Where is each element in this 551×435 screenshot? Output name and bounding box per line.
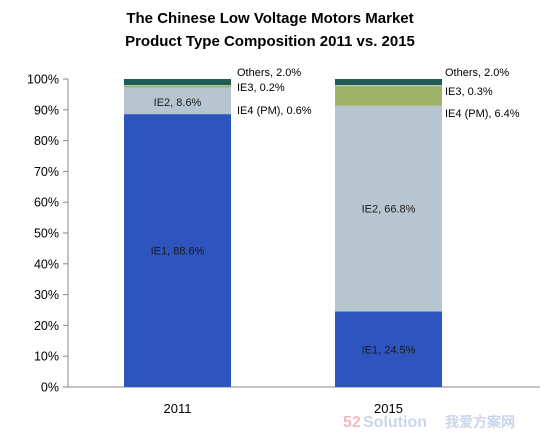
y-tick-label: 100% bbox=[27, 73, 59, 87]
y-tick-label: 20% bbox=[34, 319, 59, 333]
data-label-others-2011: Others, 2.0% bbox=[237, 67, 301, 79]
data-label-ie3-2015: IE3, 0.3% bbox=[445, 86, 493, 98]
bar-segment-others-2015 bbox=[335, 79, 442, 86]
watermark-cjk: 我爱方案网 bbox=[445, 414, 515, 431]
bar-segment-ie4-pm-2015 bbox=[335, 86, 442, 106]
y-tick-label: 70% bbox=[34, 165, 59, 179]
chart-subtitle: Product Type Composition 2011 vs. 2015 bbox=[125, 33, 415, 50]
data-label-ie3-2011: IE3, 0.2% bbox=[237, 82, 285, 94]
x-axis: 2011 2015 bbox=[164, 401, 403, 416]
bar-segment-ie1-2015 bbox=[335, 311, 442, 387]
x-category-label: 2015 bbox=[374, 401, 403, 416]
bar-segment-others-2011 bbox=[124, 79, 231, 86]
bar-segment-ie3-2011 bbox=[124, 85, 231, 86]
y-axis: 0% 10% 20% 30% 40% 50% 60% 70% 80% 90% 100% bbox=[27, 73, 540, 395]
data-label-ie1-2011: IE1, 88.6% bbox=[151, 246, 205, 258]
data-label-ie4-pm-2015: IE4 (PM), 6.4% bbox=[445, 108, 520, 120]
y-tick-label: 60% bbox=[34, 196, 59, 210]
bar-segment-ie4-pm-2011 bbox=[124, 85, 231, 88]
watermark-number: 52 bbox=[343, 414, 361, 431]
watermark-word: Solution bbox=[363, 414, 427, 431]
chart-title: The Chinese Low Voltage Motors Market bbox=[126, 10, 413, 27]
y-tick-label: 50% bbox=[34, 227, 59, 241]
x-category-label: 2011 bbox=[164, 401, 192, 416]
data-label-ie2-2011: IE2, 8.6% bbox=[154, 97, 202, 109]
bar-segment-ie1-2011 bbox=[124, 114, 231, 387]
data-label-ie1-2015: IE1, 24.5% bbox=[362, 344, 416, 356]
data-label-ie2-2015: IE2, 66.8% bbox=[362, 204, 416, 216]
y-tick-label: 80% bbox=[34, 134, 59, 148]
bar-segment-ie2-2011 bbox=[124, 87, 231, 115]
bar-segment-ie2-2015 bbox=[335, 105, 442, 312]
data-label-ie4-pm-2011: IE4 (PM), 0.6% bbox=[237, 105, 312, 117]
y-tick-label: 10% bbox=[34, 350, 59, 364]
y-tick-label: 30% bbox=[34, 288, 59, 302]
bars bbox=[124, 79, 442, 387]
watermark: 52 Solution 我爱方案网 bbox=[343, 414, 515, 431]
data-labels: IE1, 88.6% IE2, 8.6% Others, 2.0% IE3, 0.2%… bbox=[151, 67, 520, 356]
y-tick-label: 40% bbox=[34, 257, 59, 271]
bar-segment-ie3-2015 bbox=[335, 85, 442, 87]
data-label-others-2015: Others, 2.0% bbox=[445, 67, 509, 79]
y-tick-label: 0% bbox=[41, 381, 59, 395]
y-tick-label: 90% bbox=[34, 103, 59, 117]
